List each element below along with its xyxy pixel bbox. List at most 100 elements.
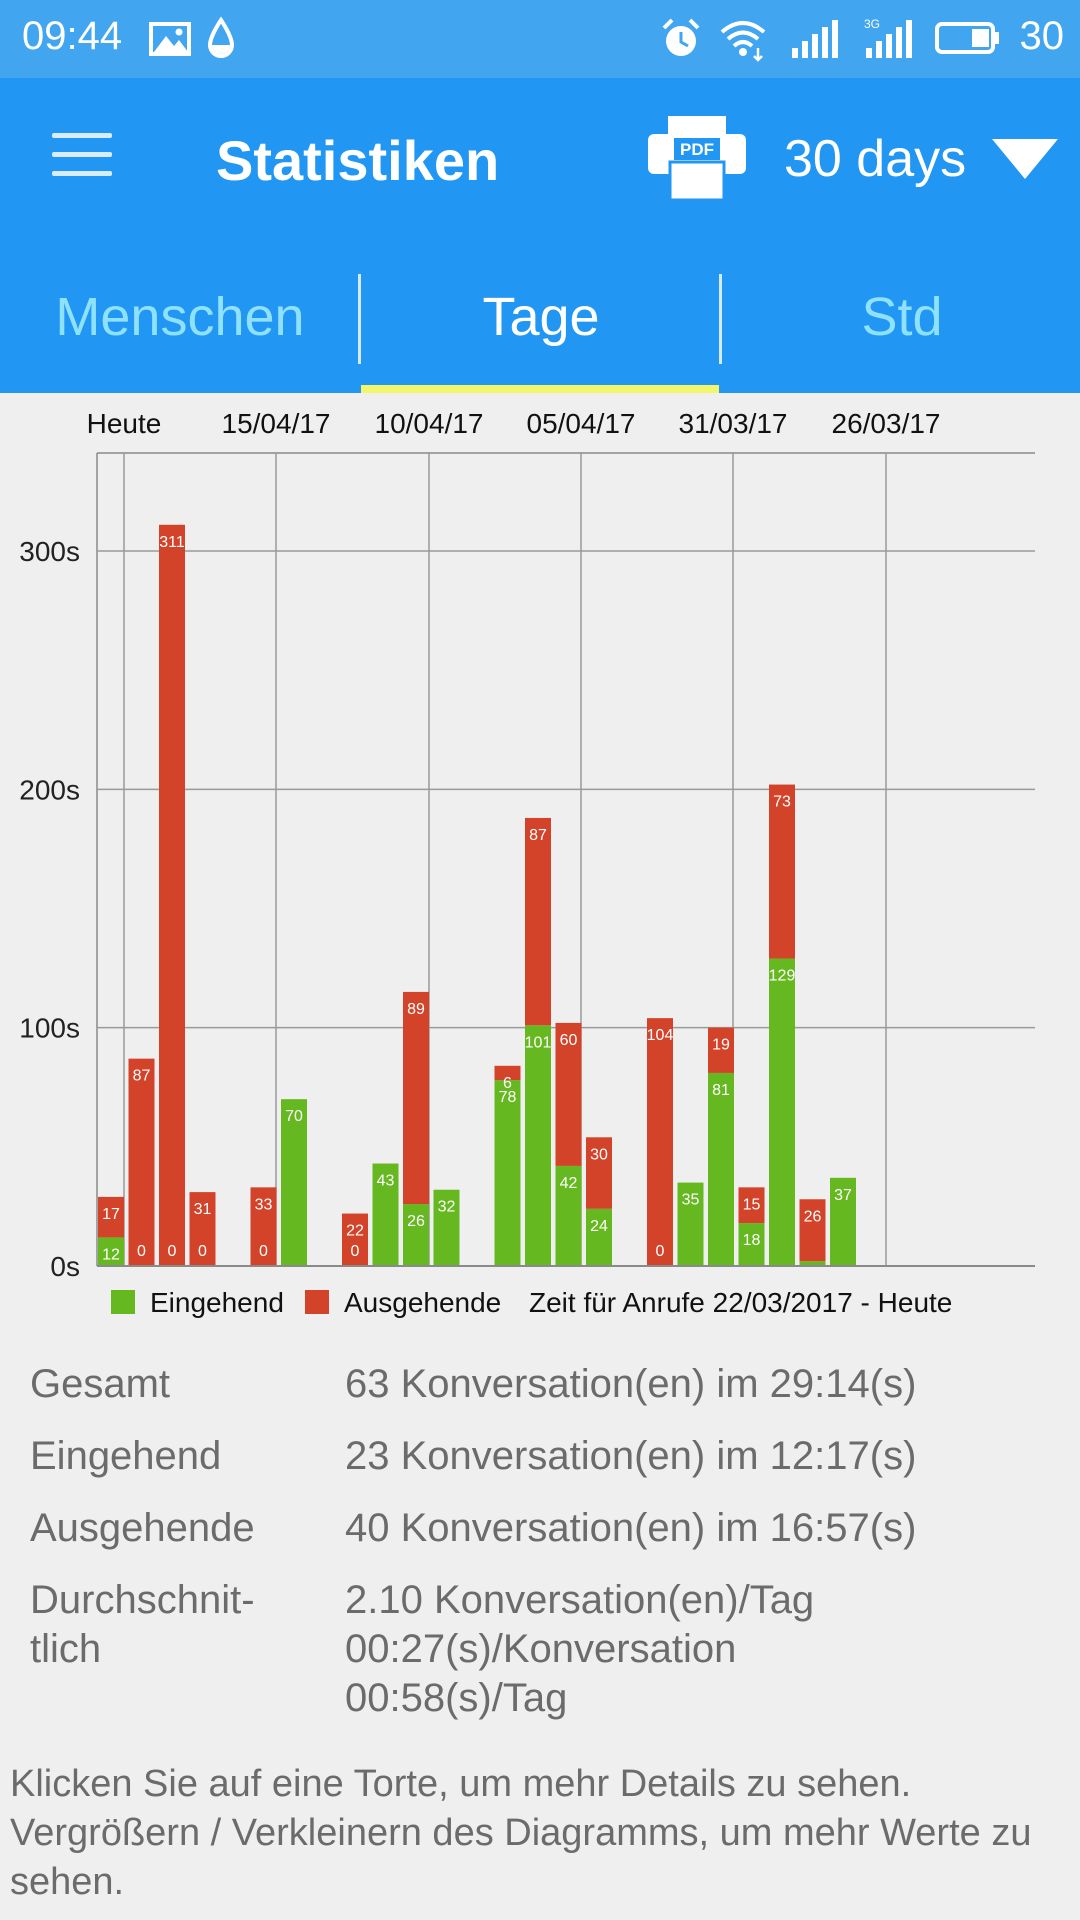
bar-label-outgoing: 89 bbox=[407, 1001, 425, 1018]
tab-divider bbox=[358, 274, 361, 364]
bar-label-incoming: 81 bbox=[712, 1082, 730, 1099]
bar-label-outgoing: 15 bbox=[743, 1196, 761, 1213]
bar-label-outgoing: 31 bbox=[194, 1201, 212, 1218]
hamburger-menu-icon[interactable] bbox=[52, 133, 112, 177]
bar-outgoing bbox=[769, 784, 795, 959]
tab-divider bbox=[719, 274, 722, 364]
bar-label-incoming: 18 bbox=[743, 1232, 761, 1249]
bar-incoming bbox=[372, 1163, 399, 1266]
bar-label-outgoing: 17 bbox=[102, 1206, 120, 1223]
bar-label-incoming: 129 bbox=[769, 968, 796, 985]
dropdown-arrow-icon bbox=[992, 139, 1059, 179]
bar-outgoing bbox=[189, 1192, 216, 1266]
top-date-label: 15/04/17 bbox=[222, 408, 331, 439]
bar-incoming bbox=[433, 1189, 460, 1266]
range-selector[interactable]: 30 days bbox=[784, 124, 1059, 194]
bar-label-incoming: 0 bbox=[137, 1243, 146, 1260]
svg-text:3G: 3G bbox=[864, 17, 880, 31]
bar-label-incoming: 70 bbox=[285, 1108, 303, 1125]
bar-label-incoming: 12 bbox=[102, 1246, 120, 1263]
bar-label-incoming: 24 bbox=[590, 1218, 608, 1235]
stat-value: 23 Konversation(en) im 12:17(s) bbox=[345, 1434, 917, 1478]
top-date-label: 26/03/17 bbox=[832, 408, 941, 439]
bar-label-incoming: 26 bbox=[407, 1213, 425, 1230]
battery-percent: 30 bbox=[1019, 14, 1065, 58]
range-label: 30 days bbox=[784, 130, 967, 188]
y-tick-label: 0s bbox=[50, 1251, 80, 1282]
tab-bar: Menschen Tage Std bbox=[0, 240, 1080, 393]
bar-outgoing bbox=[250, 1187, 277, 1266]
bar-label-outgoing: 87 bbox=[529, 827, 547, 844]
battery-icon bbox=[935, 22, 999, 54]
y-tick-label: 200s bbox=[19, 774, 80, 805]
bar-label-outgoing: 104 bbox=[647, 1027, 674, 1044]
tab-menschen[interactable]: Menschen bbox=[55, 286, 305, 347]
bar-label-outgoing: 26 bbox=[804, 1208, 822, 1225]
stat-label: Gesamt bbox=[30, 1362, 171, 1406]
bar-outgoing bbox=[555, 1022, 582, 1166]
bar-incoming bbox=[494, 1080, 521, 1266]
legend-swatch-outgoing bbox=[305, 1290, 329, 1314]
bar-label-incoming: 101 bbox=[525, 1034, 552, 1051]
legend-label-incoming: Eingehend bbox=[150, 1287, 284, 1318]
bar-label-incoming: 78 bbox=[499, 1089, 517, 1106]
wifi-icon bbox=[720, 21, 766, 62]
bar-label-incoming: 43 bbox=[377, 1173, 395, 1190]
pdf-printer-icon[interactable]: PDF bbox=[648, 116, 746, 200]
bar-label-incoming: 0 bbox=[656, 1243, 665, 1260]
app-bar: Statistiken PDF 30 days bbox=[0, 78, 1080, 240]
bar-label-incoming: 42 bbox=[560, 1175, 578, 1192]
bar-incoming bbox=[708, 1072, 734, 1266]
drop-icon bbox=[207, 16, 235, 58]
top-date-label: 10/04/17 bbox=[375, 408, 484, 439]
bar-incoming bbox=[830, 1177, 856, 1266]
bar-incoming bbox=[738, 1223, 765, 1266]
bar-label-incoming: 0 bbox=[168, 1243, 177, 1260]
bar-outgoing bbox=[98, 1196, 124, 1238]
bar-outgoing bbox=[159, 524, 185, 1266]
bar-incoming bbox=[586, 1208, 612, 1266]
bar-chart[interactable]: 0s 100s 200s 300s Heute 15/04/17 10/04/17 05/04… bbox=[0, 393, 1080, 1323]
bar-label-outgoing: 30 bbox=[590, 1146, 608, 1163]
chart-canvas[interactable]: 0s 100s 200s 300s Heute 15/04/17 10/04/17 05/04… bbox=[0, 393, 1080, 1323]
hint-text: Klicken Sie auf eine Torte, um mehr Deta… bbox=[10, 1763, 1032, 1903]
tab-tage[interactable]: Tage bbox=[482, 286, 600, 347]
legend-swatch-incoming bbox=[111, 1290, 135, 1314]
bar-outgoing bbox=[708, 1027, 734, 1073]
bar-outgoing bbox=[647, 1018, 673, 1266]
page-title: Statistiken bbox=[216, 129, 500, 192]
bar-outgoing bbox=[525, 817, 551, 1026]
bar-label-outgoing: 22 bbox=[346, 1223, 364, 1240]
bar-outgoing bbox=[494, 1065, 521, 1081]
image-icon bbox=[149, 22, 191, 56]
y-tick-label: 300s bbox=[19, 536, 80, 567]
bar-outgoing bbox=[738, 1187, 765, 1224]
stat-label: Ausgehende bbox=[30, 1506, 255, 1550]
bar-label-incoming: 35 bbox=[682, 1192, 700, 1209]
legend-label-outgoing: Ausgehende bbox=[344, 1287, 501, 1318]
stat-value: 40 Konversation(en) im 16:57(s) bbox=[345, 1506, 917, 1550]
stat-value: 2.10 Konversation(en)/Tag 00:27(s)/Konve… bbox=[345, 1578, 815, 1720]
bar-outgoing bbox=[403, 991, 429, 1205]
bar-label-incoming: 0 bbox=[198, 1243, 207, 1260]
pdf-label: PDF bbox=[680, 140, 714, 159]
stat-value: 63 Konversation(en) im 29:14(s) bbox=[345, 1362, 917, 1406]
bar-incoming bbox=[677, 1182, 704, 1266]
bar-outgoing bbox=[586, 1137, 612, 1209]
stat-label: Eingehend bbox=[30, 1434, 222, 1478]
status-time: 09:44 bbox=[22, 14, 123, 58]
bar-incoming bbox=[525, 1025, 551, 1266]
bar-incoming bbox=[769, 958, 795, 1266]
bar-outgoing bbox=[799, 1199, 826, 1262]
bar-label-outgoing: 33 bbox=[255, 1196, 273, 1213]
bar-label-incoming: 37 bbox=[834, 1187, 852, 1204]
top-date-label: Heute bbox=[87, 408, 162, 439]
bar-incoming bbox=[403, 1204, 429, 1266]
tab-std[interactable]: Std bbox=[861, 286, 943, 347]
bar-outgoing bbox=[342, 1213, 368, 1266]
stat-label: Durchschnit- tlich bbox=[30, 1578, 255, 1671]
bar-label-outgoing: 73 bbox=[773, 794, 791, 811]
top-date-label: 31/03/17 bbox=[679, 408, 788, 439]
y-tick-label: 100s bbox=[19, 1013, 80, 1044]
bar-incoming bbox=[555, 1165, 582, 1266]
